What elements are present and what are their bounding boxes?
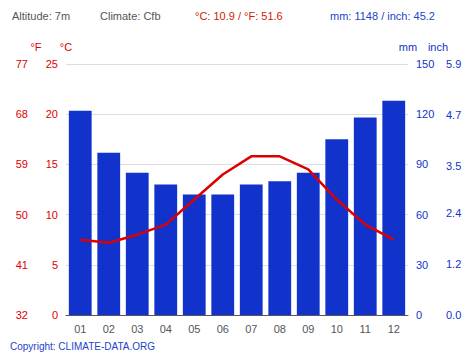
svg-text:59: 59: [16, 158, 28, 170]
svg-text:5: 5: [52, 259, 58, 271]
svg-text:mm: mm: [399, 41, 417, 53]
svg-text:Copyright: CLIMATE-DATA.ORG: Copyright: CLIMATE-DATA.ORG: [10, 341, 155, 352]
svg-text:15: 15: [46, 158, 58, 170]
svg-text:01: 01: [74, 323, 86, 335]
svg-text:03: 03: [131, 323, 143, 335]
svg-text:60: 60: [416, 209, 428, 221]
svg-text:12: 12: [388, 323, 400, 335]
svg-text:25: 25: [46, 58, 58, 70]
svg-text:20: 20: [46, 108, 58, 120]
svg-text:120: 120: [416, 108, 434, 120]
svg-text:07: 07: [245, 323, 257, 335]
svg-text:5.9: 5.9: [446, 58, 461, 70]
svg-text:0.0: 0.0: [446, 309, 461, 321]
svg-text:10: 10: [46, 209, 58, 221]
svg-text:08: 08: [274, 323, 286, 335]
svg-text:68: 68: [16, 108, 28, 120]
svg-text:°C: °C: [60, 41, 72, 53]
svg-text:4.7: 4.7: [446, 109, 461, 121]
svg-text:04: 04: [160, 323, 172, 335]
svg-text:°C: 10.9 / °F: 51.6: °C: 10.9 / °F: 51.6: [195, 10, 283, 22]
svg-text:Climate: Cfb: Climate: Cfb: [100, 10, 161, 22]
svg-text:1.2: 1.2: [446, 258, 461, 270]
svg-text:0: 0: [52, 309, 58, 321]
svg-text:30: 30: [416, 259, 428, 271]
svg-text:50: 50: [16, 209, 28, 221]
svg-text:0: 0: [416, 309, 422, 321]
svg-text:Altitude: 7m: Altitude: 7m: [12, 10, 70, 22]
svg-text:2.4: 2.4: [446, 207, 461, 219]
svg-text:90: 90: [416, 158, 428, 170]
svg-text:77: 77: [16, 58, 28, 70]
svg-text:11: 11: [360, 323, 371, 335]
svg-text:°F: °F: [30, 41, 41, 53]
svg-text:150: 150: [416, 58, 434, 70]
svg-text:10: 10: [331, 323, 343, 335]
svg-text:09: 09: [302, 323, 314, 335]
svg-text:32: 32: [16, 309, 28, 321]
svg-text:02: 02: [103, 323, 115, 335]
svg-text:3.5: 3.5: [446, 160, 461, 172]
svg-text:41: 41: [16, 259, 28, 271]
svg-text:05: 05: [188, 323, 200, 335]
svg-text:06: 06: [217, 323, 229, 335]
svg-text:mm: 1148 / inch: 45.2: mm: 1148 / inch: 45.2: [330, 10, 435, 22]
svg-text:inch: inch: [428, 41, 448, 53]
